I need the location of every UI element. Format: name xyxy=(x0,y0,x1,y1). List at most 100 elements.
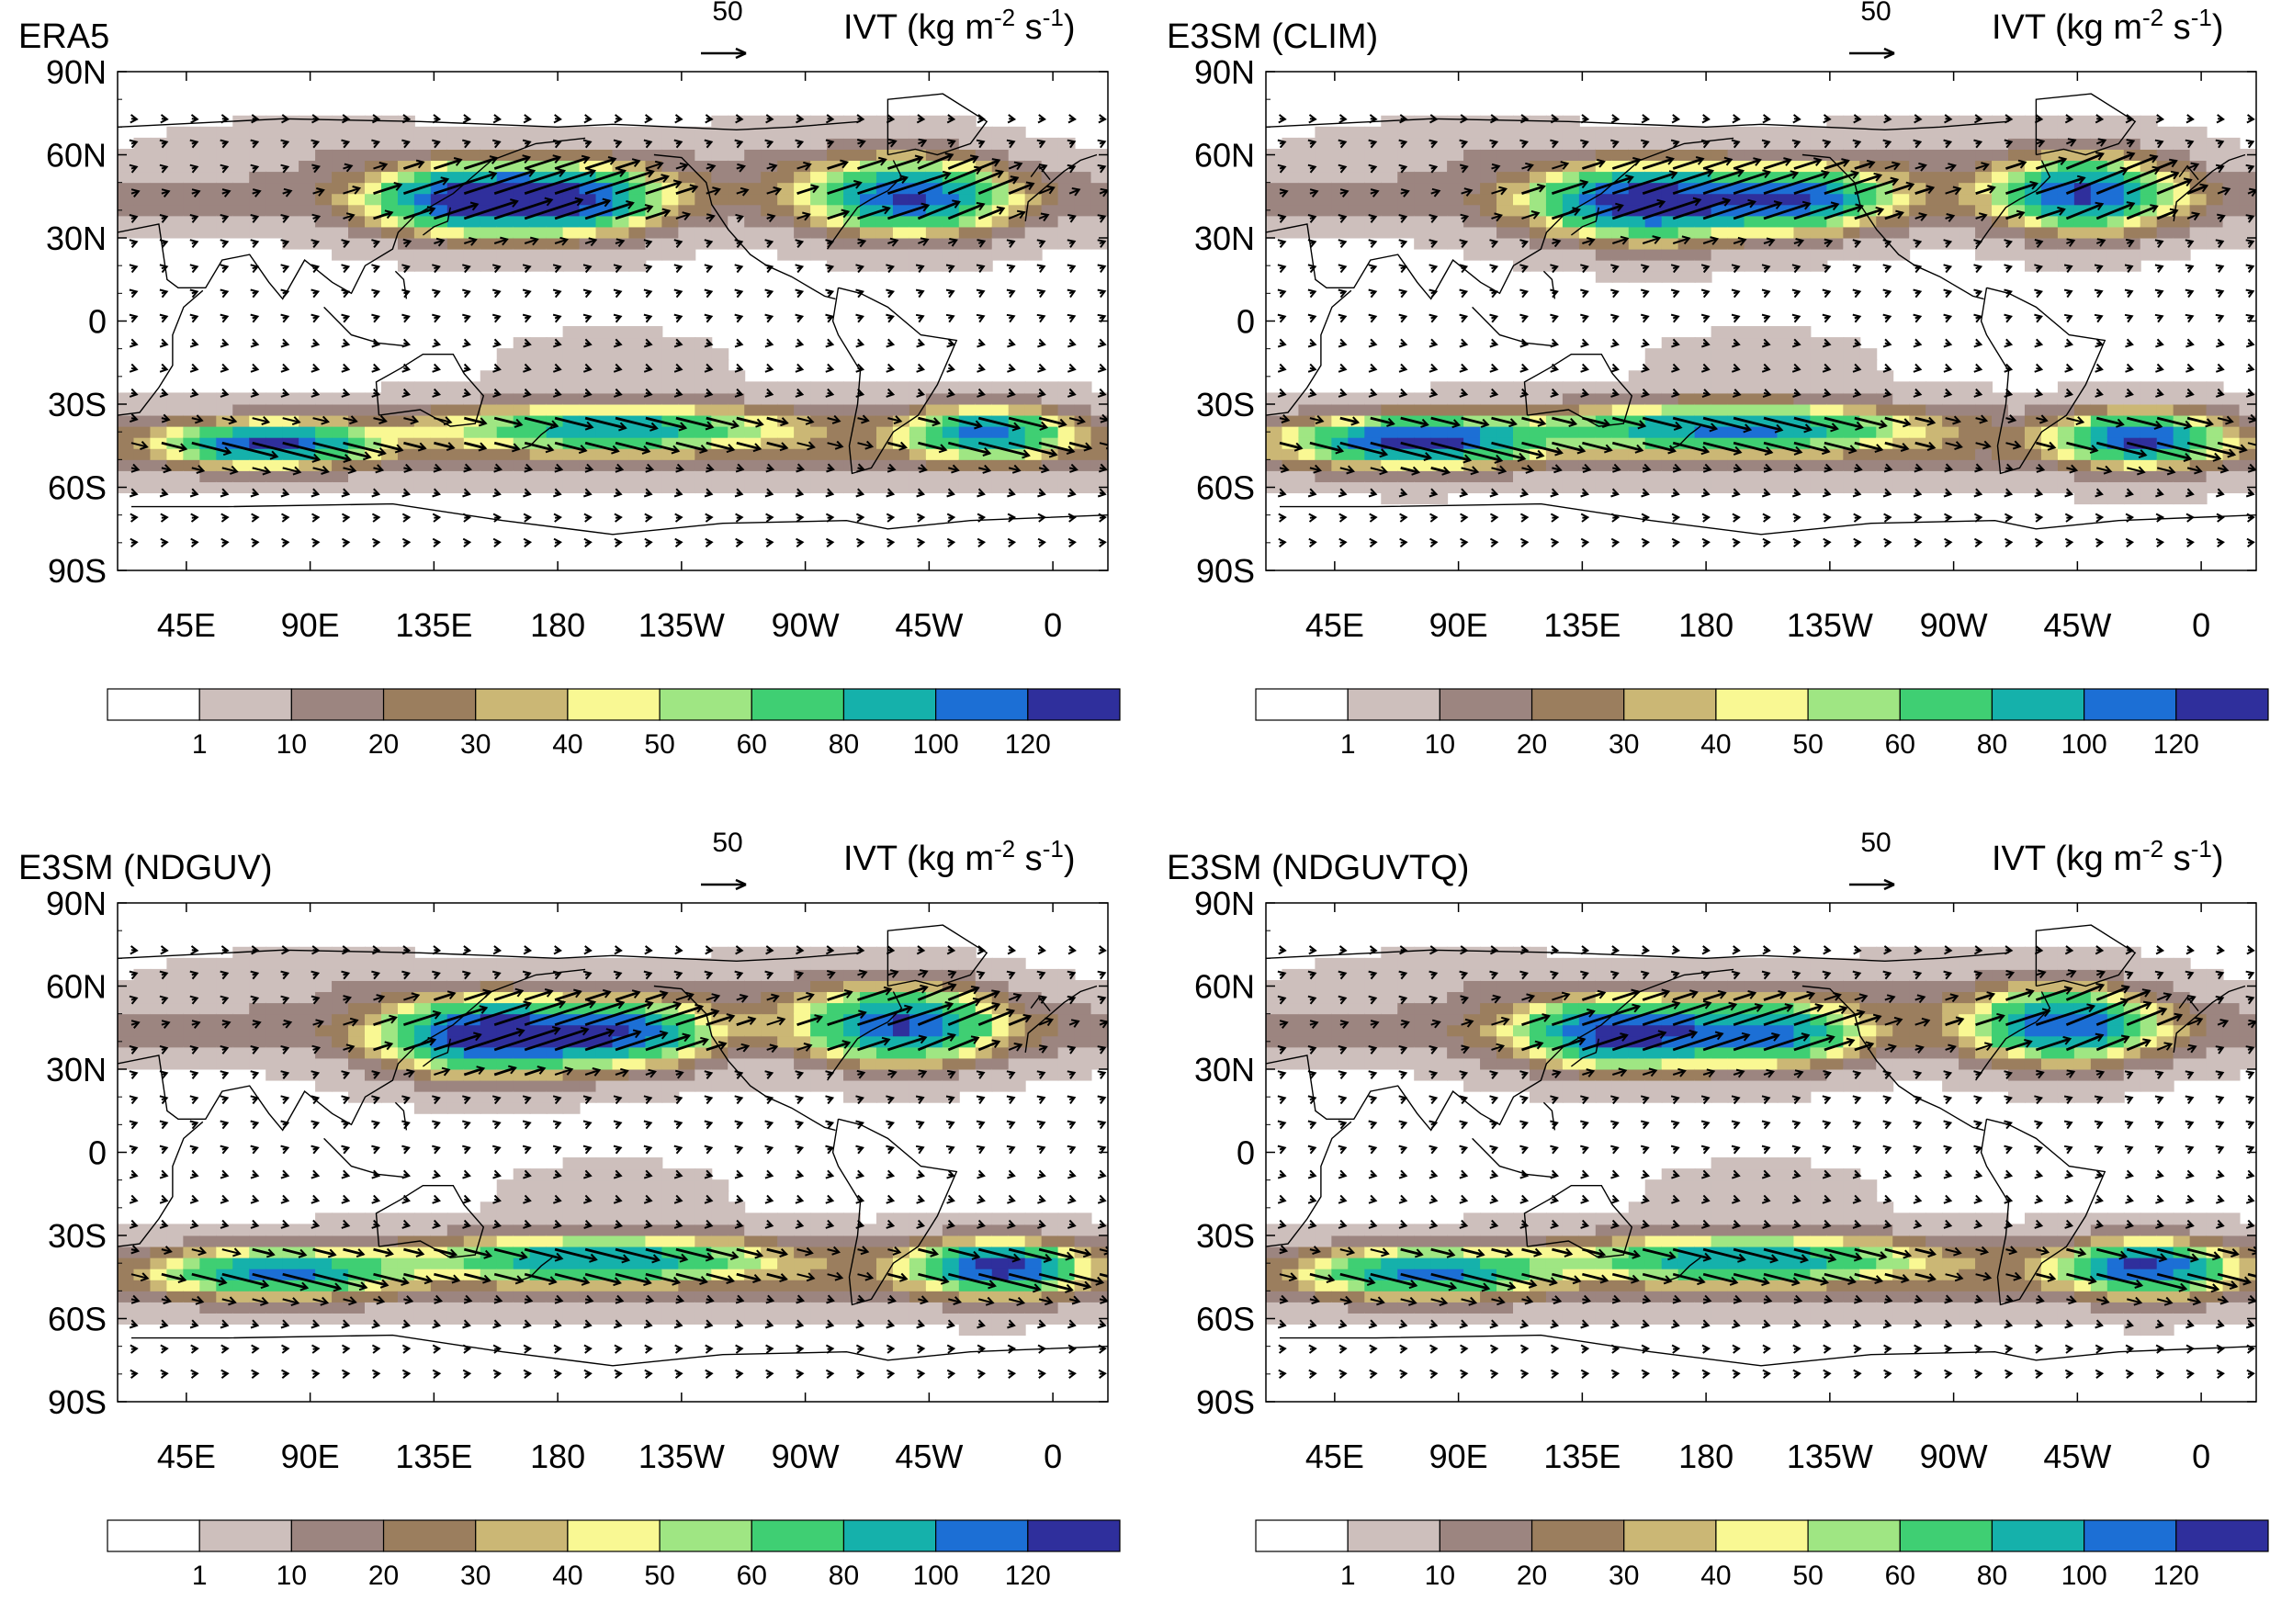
ivt-cell xyxy=(661,1179,679,1191)
ivt-cell xyxy=(497,1235,514,1247)
ivt-cell xyxy=(133,1035,151,1047)
ivt-cell xyxy=(1678,226,1696,238)
ivt-cell xyxy=(299,182,316,194)
ivt-cell xyxy=(744,392,762,404)
ivt-cell xyxy=(299,1002,316,1014)
ivt-cell xyxy=(2107,238,2125,250)
vector-arrow xyxy=(160,290,167,298)
vector-arrow xyxy=(1884,514,1891,523)
ivt-cell xyxy=(1546,426,1564,438)
ivt-cell xyxy=(480,481,498,493)
ivt-cell xyxy=(497,348,514,360)
vector-arrow xyxy=(1944,265,1951,272)
ivt-units-part: IVT (kg m xyxy=(843,8,994,47)
ivt-cell xyxy=(1975,171,1993,183)
ivt-cell xyxy=(1926,204,1943,216)
ivt-cell xyxy=(464,1257,481,1269)
vector-arrow xyxy=(160,240,167,247)
vector-arrow xyxy=(402,364,410,371)
vector-arrow xyxy=(1520,339,1528,346)
ivt-cell xyxy=(794,238,811,250)
ivt-cell xyxy=(876,404,894,416)
ivt-cell xyxy=(133,448,151,460)
vector-arrow xyxy=(614,315,621,322)
ivt-cell xyxy=(1711,404,1729,416)
vector-arrow xyxy=(1038,115,1045,123)
ivt-cell xyxy=(613,470,630,482)
ivt-cell xyxy=(1810,404,1827,416)
ivt-cell xyxy=(1563,238,1580,250)
ivt-cell xyxy=(133,481,151,493)
ivt-cell xyxy=(1793,326,1811,338)
vector-arrow xyxy=(1520,514,1527,523)
vector-arrow xyxy=(583,290,591,298)
ivt-cell xyxy=(596,481,614,493)
vector-arrow xyxy=(1038,539,1045,547)
ivt-cell xyxy=(2074,226,2092,238)
ivt-cell xyxy=(1662,404,1679,416)
ivt-cell xyxy=(1009,404,1026,416)
ivt-cell xyxy=(596,359,614,371)
ivt-cell xyxy=(1530,215,1547,227)
ivt-cell xyxy=(414,381,432,393)
vector-arrow xyxy=(463,539,469,547)
ivt-cell xyxy=(497,481,514,493)
ivt-cell xyxy=(216,1257,233,1269)
ivt-cell xyxy=(514,370,531,382)
ivt-cell xyxy=(2240,204,2257,216)
ivt-cell xyxy=(249,969,266,981)
vector-arrow xyxy=(1974,539,1981,547)
ivt-cell xyxy=(249,138,266,150)
ivt-cell xyxy=(1315,226,1332,238)
ivt-cell xyxy=(1892,149,1910,161)
ivt-cell xyxy=(265,392,283,404)
ivt-cell xyxy=(1364,149,1382,161)
ivt-cell xyxy=(398,171,415,183)
ivt-cell xyxy=(166,1002,184,1014)
ivt-cell xyxy=(249,1313,266,1325)
ivt-cell xyxy=(265,969,283,981)
ivt-cell xyxy=(118,392,135,404)
ivt-cell xyxy=(232,1024,250,1036)
ivt-cell xyxy=(563,1313,581,1325)
vector-arrow xyxy=(220,364,228,371)
ivt-cell xyxy=(580,958,597,970)
vector-arrow xyxy=(1098,290,1105,298)
ivt-cell xyxy=(1480,426,1497,438)
vector-arrow xyxy=(492,290,500,298)
vector-arrow xyxy=(371,315,378,322)
ivt-cell xyxy=(744,171,762,183)
ivt-cell xyxy=(1926,470,1943,482)
vector-arrow xyxy=(402,514,409,523)
ivt-cell xyxy=(893,260,910,272)
ivt-cell xyxy=(1859,116,1877,128)
ivt-cell xyxy=(547,381,564,393)
ivt-cell xyxy=(628,249,646,261)
ivt-cell xyxy=(265,1035,283,1047)
ivt-units-label: IVT (kg m-2 s-1) xyxy=(843,4,1075,47)
lon-label: 90E xyxy=(1429,606,1488,644)
ivt-cell xyxy=(1859,359,1877,371)
ivt-cell xyxy=(480,1024,498,1036)
ivt-cell xyxy=(315,1313,333,1325)
ivt-cell xyxy=(1348,127,1365,139)
ivt-cell xyxy=(596,149,614,161)
ivt-cell xyxy=(398,1235,415,1247)
ivt-cell xyxy=(893,193,910,205)
vector-arrow xyxy=(1490,539,1496,547)
ivt-cell xyxy=(348,1002,366,1014)
ivt-cell xyxy=(1745,359,1762,371)
ivt-cell xyxy=(118,448,135,460)
ivt-cell xyxy=(1810,249,1827,261)
ivt-cell xyxy=(282,1257,299,1269)
ivt-units-part: s xyxy=(1015,8,1043,47)
ivt-cell xyxy=(265,980,283,992)
ivt-cell xyxy=(299,958,316,970)
vector-arrow xyxy=(191,539,198,547)
ivt-cell xyxy=(431,1313,448,1325)
ivt-cell xyxy=(265,404,283,416)
ivt-cell xyxy=(166,1257,184,1269)
ivt-cell xyxy=(613,980,630,992)
ivt-cell xyxy=(381,149,399,161)
ivt-cell xyxy=(613,1080,630,1092)
